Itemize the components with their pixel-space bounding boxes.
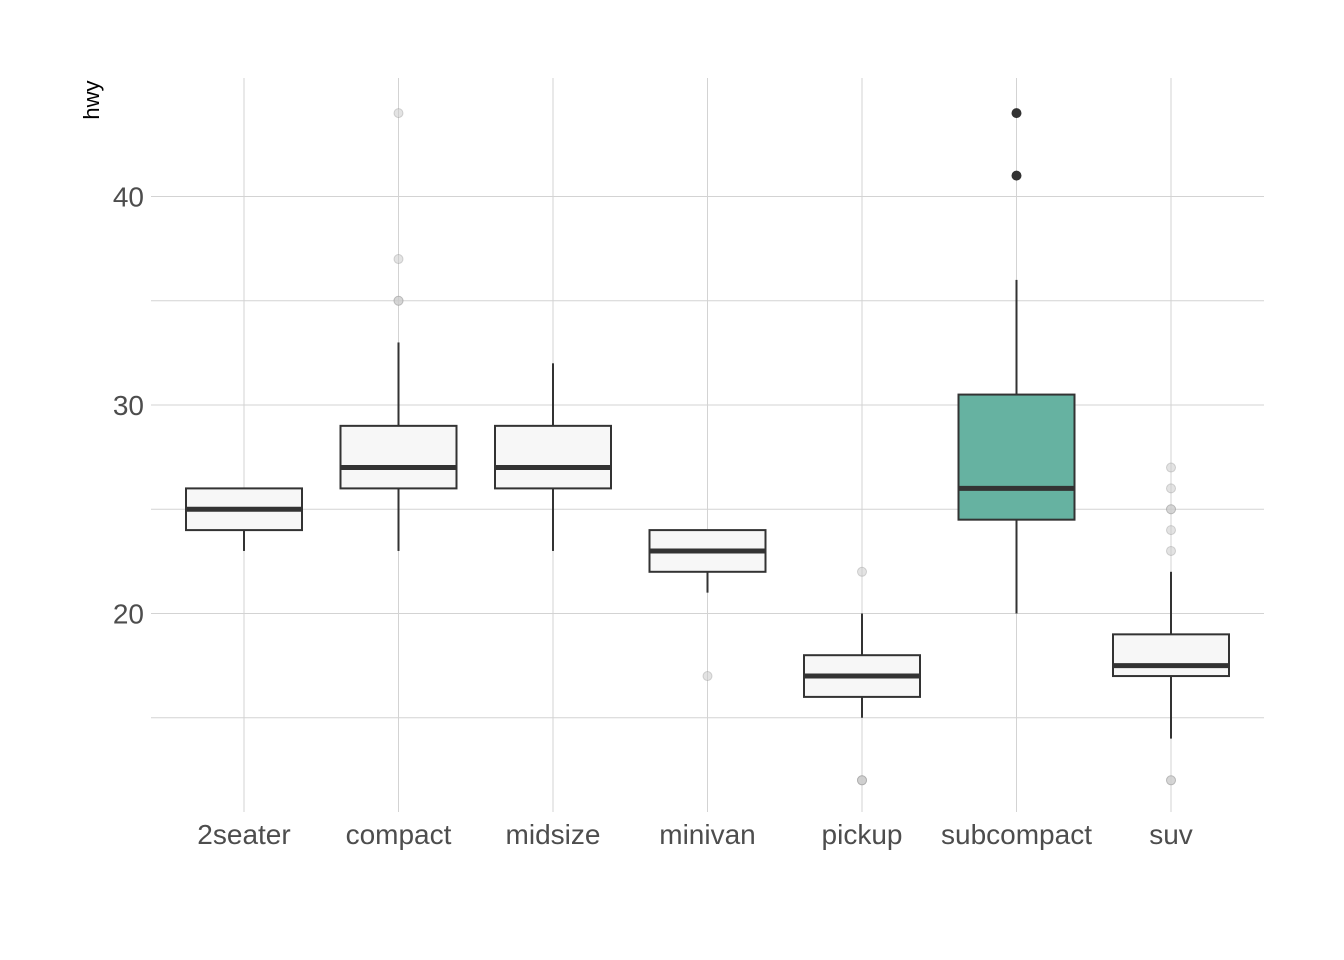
outlier-point [1166,504,1176,515]
y-axis-title: hwy [79,80,104,119]
x-tick-label: midsize [506,819,601,850]
outlier-point [1166,545,1176,556]
x-tick-label: pickup [822,819,903,850]
outlier-point [1166,462,1176,473]
x-tick-label: compact [346,819,452,850]
outlier-point [857,775,867,786]
x-tick-label: suv [1149,819,1193,850]
x-axis: 2seater compact midsize minivan pickup subcom… [197,819,1192,850]
outlier-point [702,671,713,682]
box-subcompact [957,108,1076,614]
outlier-point [393,108,404,119]
outlier-point [1011,108,1022,119]
x-tick-label: 2seater [197,819,290,850]
box-iqr [957,393,1076,521]
outlier-point [1166,483,1176,494]
x-tick-label: minivan [659,819,755,850]
y-tick-label: 40 [113,182,144,213]
outlier-point [1166,775,1176,786]
box-minivan [648,529,767,682]
y-tick-label: 20 [113,599,144,630]
box-plots [185,108,1230,786]
outlier-point [857,566,867,577]
x-tick-label: subcompact [941,819,1092,850]
y-axis: 20 30 40 [113,182,144,630]
box-midsize [494,363,612,551]
outlier-point [393,254,404,265]
box-suv [1112,462,1230,786]
box-pickup [803,566,921,786]
outlier-point [1011,170,1022,181]
box-iqr [494,424,612,490]
grid-lines [151,78,1264,812]
box-2seater [185,487,303,551]
y-tick-label: 30 [113,390,144,421]
outlier-point [393,295,404,306]
outlier-point [1166,525,1176,536]
box-compact [339,108,458,551]
box-iqr [339,424,458,490]
box-iqr [1112,633,1230,678]
